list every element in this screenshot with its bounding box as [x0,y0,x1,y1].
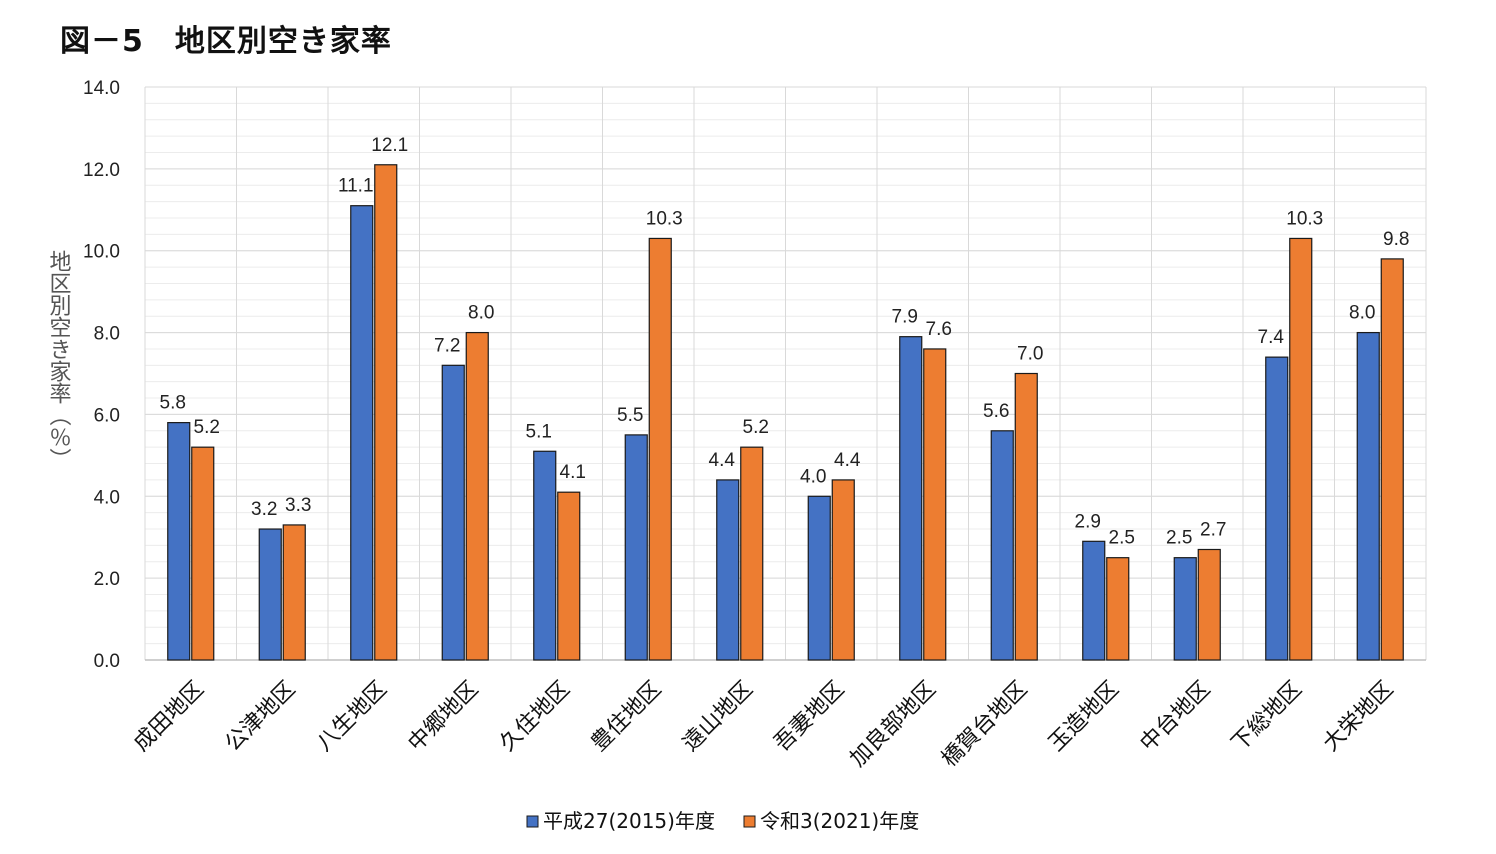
data-label: 10.3 [1286,208,1323,229]
y-tick-label: 4.0 [94,487,120,508]
category-label: 加良部地区 [846,677,941,772]
data-label: 8.0 [1349,303,1375,324]
bar-series1 [899,336,923,661]
bar-series2 [465,331,489,661]
data-label: 12.1 [371,135,408,156]
category-label: 豊住地区 [587,677,667,757]
category-label: 八生地区 [312,677,392,757]
data-label: 2.7 [1200,519,1226,540]
y-tick-label: 2.0 [94,569,120,590]
bar-series1 [1173,557,1197,661]
category-label: 中台地区 [1136,677,1216,757]
legend: 平成27(2015)年度 令和3(2021)年度 [526,809,919,833]
bar-series2 [740,446,764,661]
data-label: 11.1 [338,176,374,197]
y-axis-ticks: 0.0 2.0 4.0 6.0 8.0 10.0 12.0 14.0 [83,78,120,672]
bar-series2 [282,524,306,661]
bar-series2 [1014,372,1038,661]
bar-series2 [374,164,398,661]
data-label: 7.6 [926,319,952,340]
data-label: 2.9 [1075,511,1101,532]
y-tick-label: 12.0 [83,160,120,181]
data-label: 7.4 [1258,327,1285,348]
category-label: 中郷地区 [404,677,484,757]
category-label: 大栄地区 [1319,677,1399,757]
legend-swatch [743,815,756,828]
category-label: 公津地区 [221,677,301,757]
bar-series1 [258,528,282,661]
bar-series2 [557,491,581,661]
bar-series1 [441,364,465,661]
data-label: 5.8 [160,393,186,414]
bar-series1 [716,479,740,661]
y-tick-label: 6.0 [94,405,120,426]
legend-label: 平成27(2015)年度 [543,809,715,833]
data-label: 4.0 [800,466,826,487]
y-tick-label: 14.0 [83,78,120,99]
bar-series1 [1265,356,1289,661]
data-label: 5.1 [526,421,552,442]
bar-series2 [648,237,672,661]
bar-series1 [350,205,374,661]
data-label: 9.8 [1383,229,1409,250]
data-labels: 5.8 5.2 3.2 3.3 11.1 12.1 7.2 8.0 5.1 4.1 5.5 10.3 4… [160,135,1410,549]
bar-series2 [1106,557,1130,661]
data-label: 5.5 [617,405,643,426]
data-label: 8.0 [468,303,494,324]
page-title: 図－5 地区別空き家率 [60,24,392,59]
data-label: 7.0 [1017,344,1043,365]
data-label: 5.2 [194,417,220,438]
y-tick-label: 0.0 [94,651,120,672]
category-label: 橋賀台地区 [937,677,1032,772]
category-label: 遠山地区 [678,677,758,757]
data-label: 4.1 [560,462,586,483]
y-tick-label: 8.0 [94,324,120,345]
bar-series2 [1289,237,1313,661]
category-label: 吾妻地区 [770,677,850,757]
data-label: 7.9 [892,307,918,328]
bar-series2 [831,479,855,661]
bar-series1 [533,450,557,661]
bar-series1 [990,430,1014,661]
bar-series2 [923,348,947,661]
category-label: 成田地区 [129,677,209,757]
bar-series1 [624,434,648,661]
y-axis-label: 地区別空き家率（％） [46,250,72,470]
x-axis-categories: 成田地区 公津地区 八生地区 中郷地区 久住地区 豊住地区 遠山地区 吾妻地区加良部地区橋賀台… [129,677,1398,772]
data-label: 2.5 [1166,528,1192,549]
bar-series2 [1380,258,1404,661]
bar-series1 [167,422,191,661]
category-label: 下総地区 [1227,677,1307,757]
gridlines [144,86,1427,661]
bar-series1 [1082,540,1106,661]
y-tick-label: 10.0 [83,242,120,263]
legend-swatch [526,815,539,828]
data-label: 5.2 [743,417,769,438]
legend-label: 令和3(2021)年度 [760,809,919,833]
bar-series2 [1197,548,1221,661]
bars [167,164,1404,661]
data-label: 4.4 [709,450,736,471]
data-label: 3.2 [251,499,277,520]
data-label: 5.6 [983,401,1009,422]
category-label: 玉造地区 [1044,677,1124,757]
bar-series2 [191,446,215,661]
data-label: 4.4 [834,450,861,471]
data-label: 3.3 [285,495,311,516]
bar-series1 [1356,331,1380,661]
data-label: 7.2 [434,335,460,356]
bar-series1 [807,495,831,661]
category-label: 久住地区 [495,677,575,757]
data-label: 10.3 [646,208,683,229]
data-label: 2.5 [1109,528,1135,549]
